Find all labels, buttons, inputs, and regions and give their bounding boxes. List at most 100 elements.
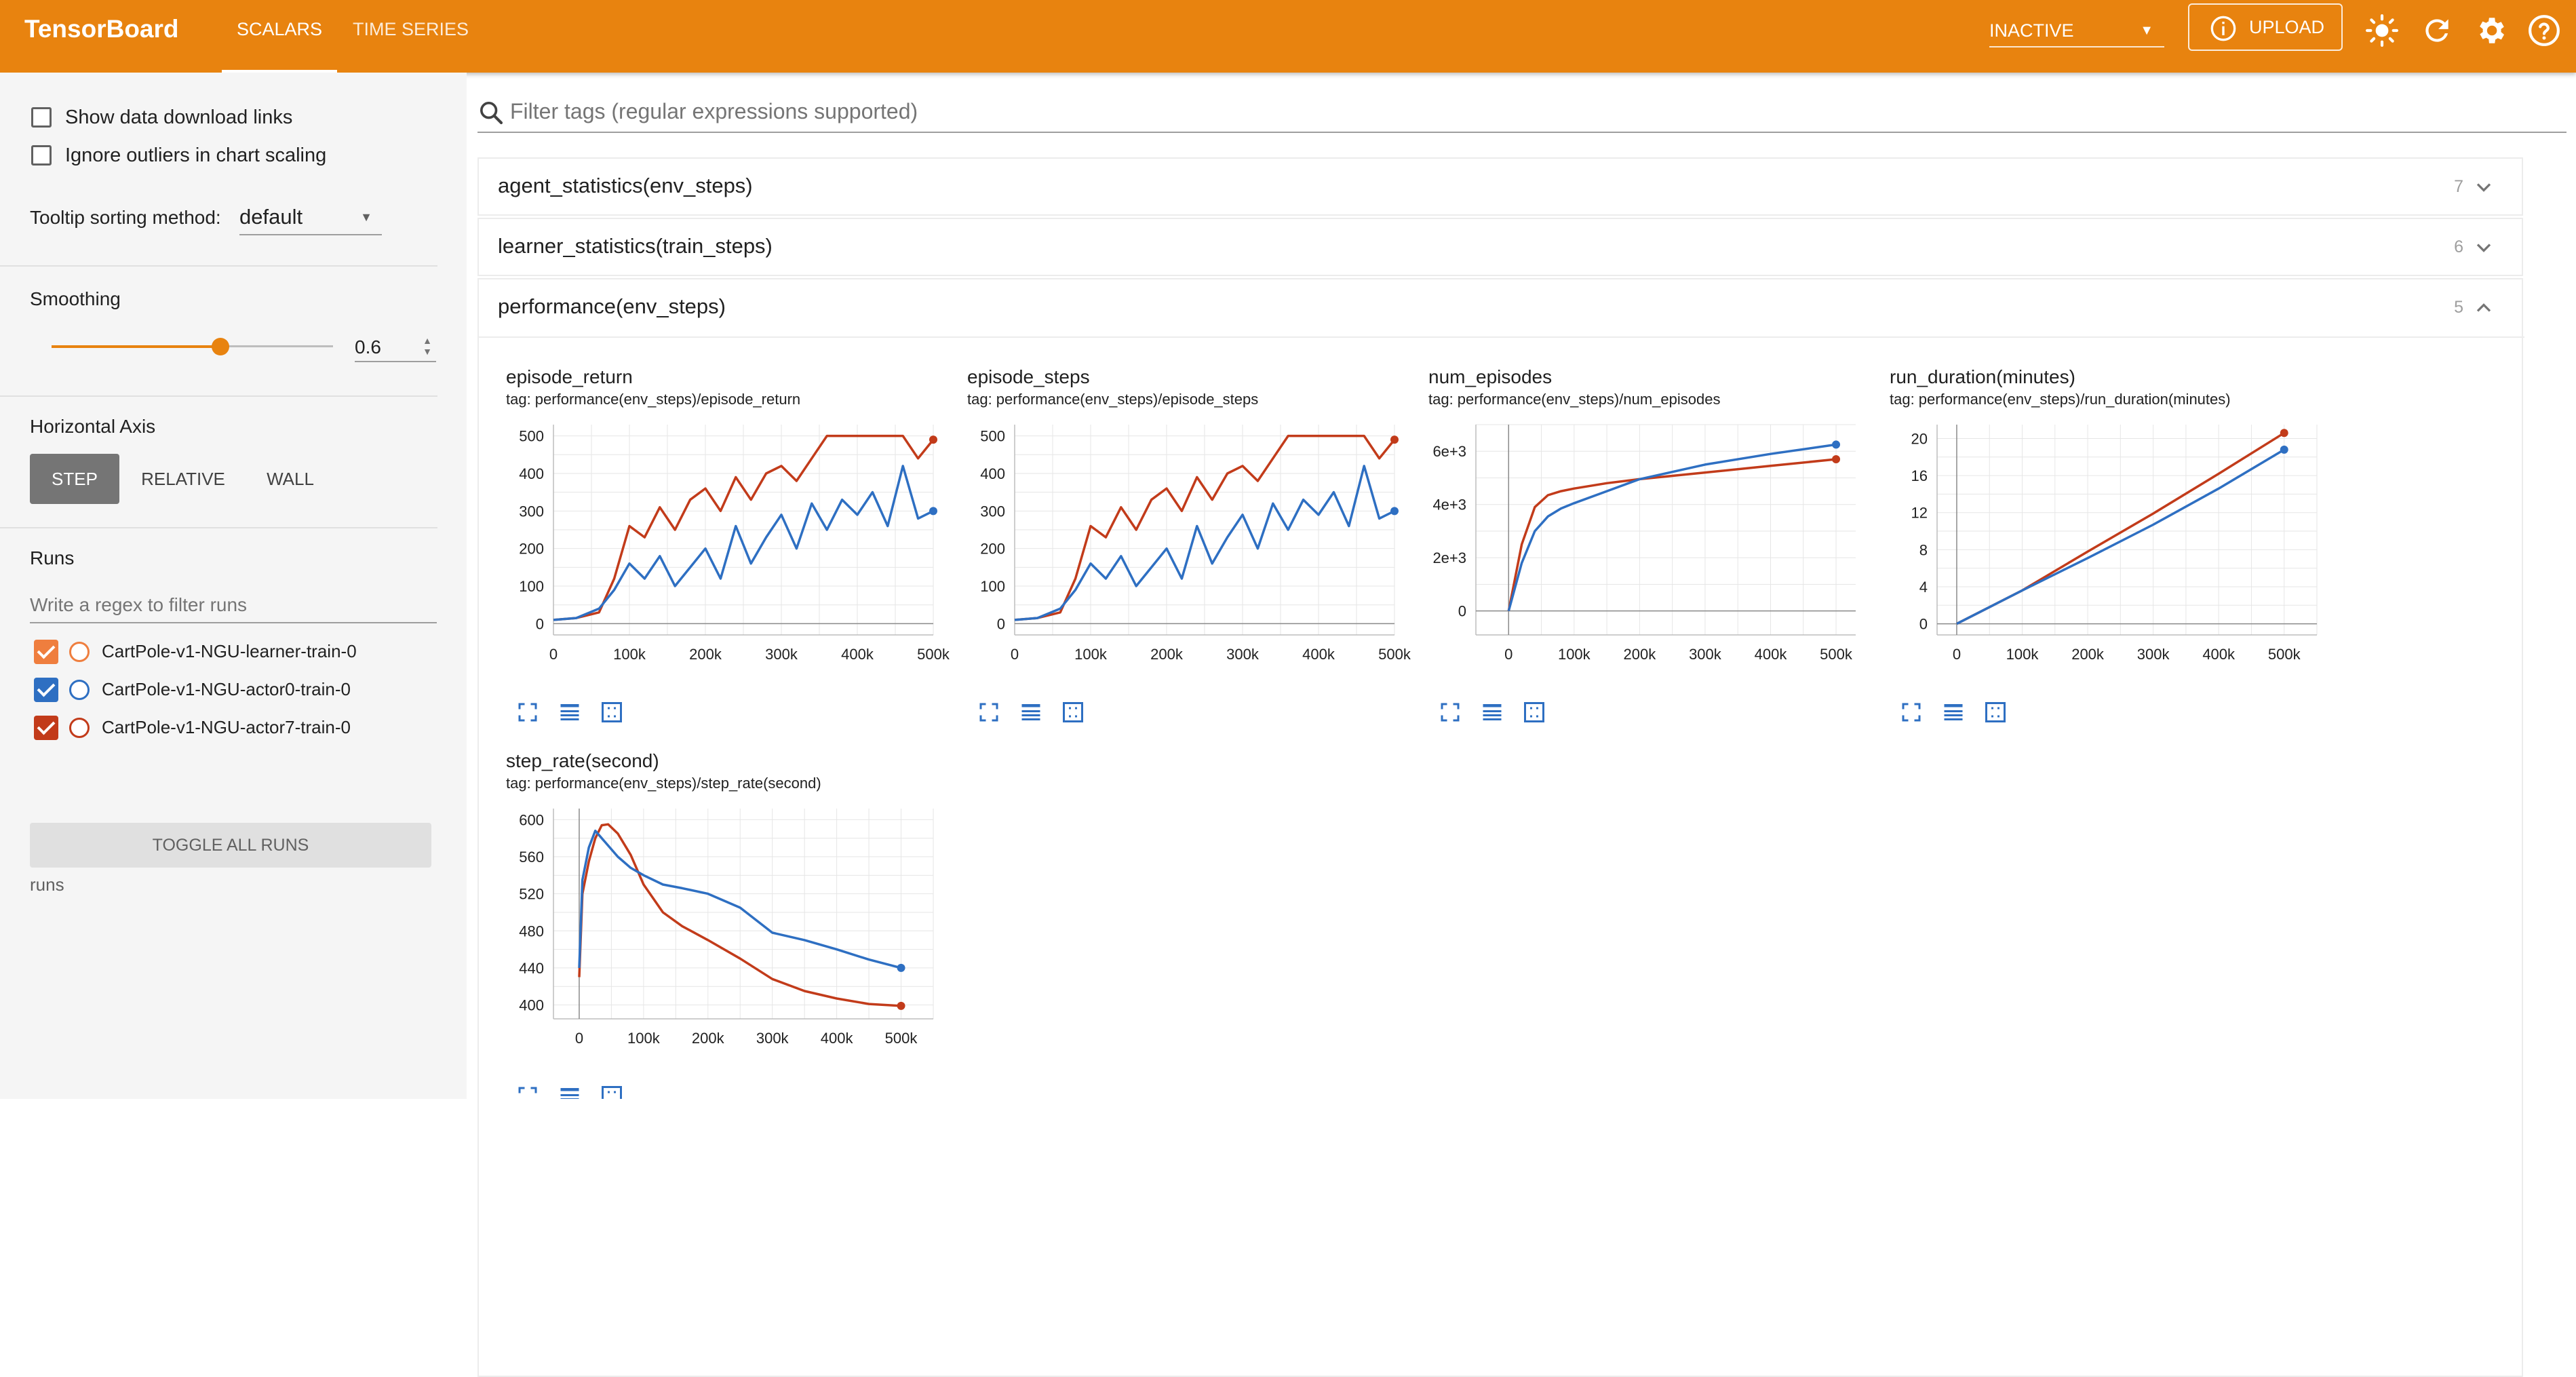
series-line (553, 465, 934, 621)
y-tick-label: 400 (519, 465, 544, 482)
run-color-swatch[interactable] (69, 718, 90, 738)
tag-filter-input[interactable]: Filter tags (regular expressions support… (477, 95, 2567, 133)
fullscreen-icon[interactable] (515, 700, 540, 724)
x-tick-label: 300k (1689, 646, 1722, 663)
x-tick-label: 0 (1504, 646, 1513, 663)
y-tick-label: 480 (519, 923, 544, 939)
chart-plot[interactable]: 0 100k 200k 300k 400k 500k 0 100 200 300 400 500 (506, 415, 967, 686)
upload-button[interactable]: UPLOAD (2188, 3, 2343, 51)
axis-step-button[interactable]: STEP (30, 454, 119, 504)
series-line (1507, 443, 1837, 612)
y-tick-label: 6e+3 (1432, 443, 1466, 460)
chart-plot[interactable]: 0 100k 200k 300k 400k 500k 400 440 480 520 560 600 (506, 799, 967, 1070)
chart-plot[interactable]: 0 100k 200k 300k 400k 500k 0 2e+3 4e+3 6e+3 (1428, 415, 1890, 686)
fit-domain-icon[interactable] (1983, 700, 2008, 724)
y-tick-label: 560 (519, 849, 544, 866)
fit-domain-icon[interactable] (600, 700, 624, 724)
chart-plot[interactable]: 0 100k 200k 300k 400k 500k 0 4 8 12 16 20 (1890, 415, 2351, 686)
chevron-up-icon[interactable] (2472, 296, 2496, 320)
fit-domain-icon[interactable] (1522, 700, 1546, 724)
fullscreen-icon[interactable] (977, 700, 1001, 724)
series-end-point (929, 435, 937, 444)
category-count: 5 (2454, 298, 2463, 317)
x-tick-label: 0 (1953, 646, 1961, 663)
horizontal-axis-label: Horizontal Axis (30, 416, 156, 437)
reload-status-value: INACTIVE (1989, 20, 2074, 41)
show-download-links-checkbox[interactable] (31, 107, 52, 128)
smoothing-value: 0.6 (355, 336, 381, 357)
run-checkbox[interactable] (34, 678, 58, 702)
data-table-icon[interactable] (558, 1084, 582, 1099)
smoothing-value-input[interactable]: 0.6 ▲ ▼ (355, 334, 436, 362)
category-group[interactable]: agent_statistics(env_steps) 7 (477, 157, 2523, 216)
runs-filter-input[interactable]: Write a regex to filter runs (30, 588, 437, 623)
fullscreen-icon[interactable] (1899, 700, 1924, 724)
chart-plot[interactable]: 0 100k 200k 300k 400k 500k 0 100 200 300 400 500 (967, 415, 1428, 686)
x-tick-label: 500k (1378, 646, 1411, 663)
tab-scalars[interactable]: SCALARS (222, 0, 337, 73)
smoothing-slider-thumb[interactable] (212, 338, 229, 355)
series-line (1014, 465, 1395, 621)
chevron-down-icon[interactable] (2472, 235, 2496, 260)
y-tick-label: 0 (536, 615, 544, 632)
brightness-icon[interactable] (2365, 14, 2399, 47)
x-tick-label: 300k (765, 646, 798, 663)
chart-title: num_episodes (1428, 366, 1553, 387)
tab-time-series[interactable]: TIME SERIES (353, 19, 469, 39)
scalar-chart-card: num_episodes tag: performance(env_steps)… (1428, 366, 1890, 746)
chart-tag: tag: performance(env_steps)/episode_retu… (506, 391, 801, 408)
chevron-down-icon[interactable] (2472, 175, 2496, 199)
y-tick-label: 8 (1919, 541, 1928, 558)
x-tick-label: 0 (549, 646, 558, 663)
refresh-icon[interactable] (2420, 14, 2454, 47)
reload-status-select[interactable]: INACTIVE ▼ (1989, 15, 2164, 47)
x-tick-label: 100k (613, 646, 646, 663)
data-table-icon[interactable] (1941, 700, 1966, 724)
chart-tag: tag: performance(env_steps)/episode_step… (967, 391, 1259, 408)
series-end-point (1832, 440, 1841, 449)
series-end-point (2280, 445, 2288, 454)
x-tick-label: 400k (2202, 646, 2236, 663)
fullscreen-icon[interactable] (1438, 700, 1462, 724)
y-tick-label: 20 (1911, 430, 1928, 447)
run-color-swatch[interactable] (69, 680, 90, 700)
settings-gear-icon[interactable] (2474, 14, 2507, 47)
series-end-point (897, 963, 905, 972)
help-icon[interactable] (2527, 14, 2561, 47)
series-line (1507, 458, 1837, 612)
series-end-point (1832, 455, 1841, 464)
series-line (578, 823, 901, 1007)
y-tick-label: 300 (519, 503, 544, 520)
axis-wall-button[interactable]: WALL (267, 469, 314, 489)
ignore-outliers-checkbox[interactable] (31, 145, 52, 166)
run-name: CartPole-v1-NGU-actor0-train-0 (102, 679, 351, 699)
axis-relative-button[interactable]: RELATIVE (141, 469, 225, 489)
category-name: performance(env_steps) (498, 294, 726, 318)
top-app-bar: TensorBoard SCALARS TIME SERIES INACTIVE… (0, 0, 2576, 73)
fit-domain-icon[interactable] (1061, 700, 1085, 724)
x-tick-label: 200k (1150, 646, 1184, 663)
y-tick-label: 300 (980, 503, 1005, 520)
run-color-swatch[interactable] (69, 642, 90, 662)
chart-title: run_duration(minutes) (1890, 366, 2075, 387)
x-tick-label: 0 (1011, 646, 1019, 663)
x-tick-label: 100k (627, 1030, 661, 1047)
y-tick-label: 600 (519, 811, 544, 828)
run-name: CartPole-v1-NGU-actor7-train-0 (102, 717, 351, 737)
run-checkbox[interactable] (34, 716, 58, 740)
run-checkbox[interactable] (34, 640, 58, 664)
show-download-links-label: Show data download links (65, 106, 293, 128)
divider (0, 527, 437, 528)
series-end-point (929, 507, 937, 516)
data-table-icon[interactable] (1480, 700, 1504, 724)
data-table-icon[interactable] (1019, 700, 1043, 724)
y-tick-label: 4e+3 (1432, 497, 1466, 513)
fullscreen-icon[interactable] (515, 1084, 540, 1099)
category-count: 6 (2454, 237, 2463, 256)
data-table-icon[interactable] (558, 700, 582, 724)
category-group[interactable]: learner_statistics(train_steps) 6 (477, 218, 2523, 276)
toggle-all-runs-button[interactable]: TOGGLE ALL RUNS (30, 823, 431, 868)
tooltip-sorting-select[interactable]: default ▼ (239, 203, 382, 235)
fit-domain-icon[interactable] (600, 1084, 624, 1099)
spinner-arrows-icon[interactable]: ▲ ▼ (423, 335, 432, 357)
